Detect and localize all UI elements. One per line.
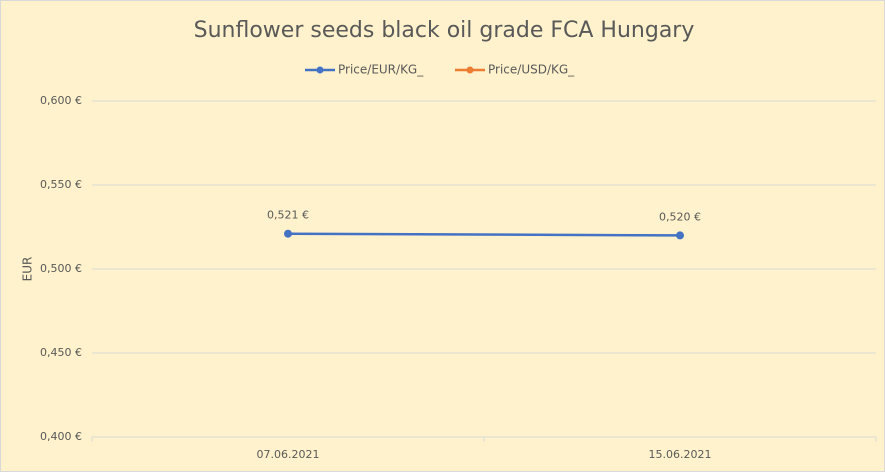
y-tick-label: 0,550 € xyxy=(40,178,82,191)
data-point xyxy=(676,231,684,240)
data-point xyxy=(284,229,292,238)
chart-title: Sunflower seeds black oil grade FCA Hung… xyxy=(194,18,695,43)
data-label: 0,521 € xyxy=(267,209,309,222)
y-tick-label: 0,500 € xyxy=(40,262,82,275)
y-tick-label: 0,450 € xyxy=(40,346,82,359)
legend-label: Price/USD/KG_ xyxy=(488,63,575,77)
y-tick-label: 0,400 € xyxy=(40,430,82,443)
legend-label: Price/EUR/KG_ xyxy=(338,63,424,77)
legend-marker xyxy=(316,66,324,74)
data-label: 0,520 € xyxy=(659,210,701,223)
x-tick-label: 15.06.2021 xyxy=(649,448,712,461)
x-tick-label: 07.06.2021 xyxy=(257,448,320,461)
y-tick-label: 0,600 € xyxy=(40,94,82,107)
legend-marker xyxy=(466,66,474,74)
y-axis-label: EUR xyxy=(21,257,35,282)
series-line xyxy=(287,232,681,237)
